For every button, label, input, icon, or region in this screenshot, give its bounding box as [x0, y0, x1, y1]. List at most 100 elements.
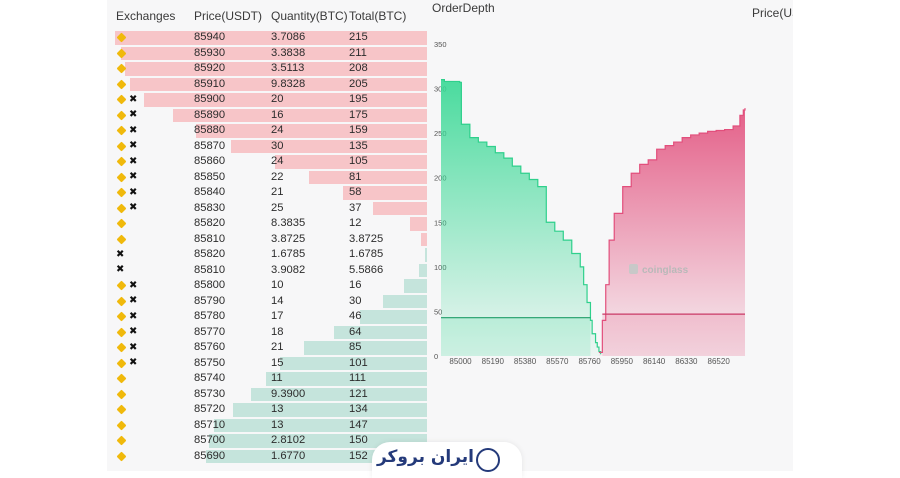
orderbook-row[interactable]: ✖ 85900 20 195	[107, 92, 429, 108]
orderbook-row[interactable]: 85700 2.8102 150	[107, 433, 429, 449]
orderbook-row[interactable]: ✖ 85870 30 135	[107, 139, 429, 155]
orderbook-row[interactable]: ✖ 85850 22 81	[107, 170, 429, 186]
orderbook-row[interactable]: ✖ 85830 25 37	[107, 201, 429, 217]
orderbook-row[interactable]: ✖ 85860 24 105	[107, 154, 429, 170]
orderbook-row[interactable]: ✖ 85880 24 159	[107, 123, 429, 139]
quantity-cell: 22	[271, 170, 284, 183]
exchange-icons	[116, 61, 127, 77]
y-tick-label: 50	[434, 307, 442, 316]
exchange-icons: ✖	[116, 170, 137, 186]
orderbook-row[interactable]: 85910 9.8328 205	[107, 77, 429, 93]
quantity-cell: 3.7086	[271, 31, 306, 43]
exchange-icons: ✖	[116, 340, 137, 356]
x-tick-label: 86330	[675, 357, 698, 366]
quantity-cell: 9.3900	[271, 387, 306, 400]
price-cell: 85870	[194, 139, 226, 152]
price-cell: 85730	[194, 387, 226, 400]
orderbook-row[interactable]: ✖ 85790 14 30	[107, 294, 429, 310]
binance-icon	[116, 203, 127, 214]
okx-icon: ✖	[129, 202, 138, 214]
exchange-icons: ✖	[116, 201, 137, 217]
orderbook-row[interactable]: ✖ 85750 15 101	[107, 356, 429, 372]
ask-depth-bar	[125, 62, 427, 76]
orderbook-row[interactable]: 85930 3.3838 211	[107, 46, 429, 62]
total-cell: 12	[349, 217, 362, 229]
y-tick-label: 300	[434, 85, 447, 94]
total-cell: 64	[349, 325, 362, 338]
okx-icon: ✖	[129, 279, 138, 291]
orderbook-row[interactable]: ✖ 85800 10 16	[107, 278, 429, 294]
total-cell: 105	[349, 155, 368, 167]
bid-depth-bar	[213, 418, 427, 432]
binance-icon	[116, 63, 127, 74]
okx-icon: ✖	[129, 140, 138, 152]
orderbook-row[interactable]: ✖ 85810 3.9082 5.5866	[107, 263, 429, 279]
orderbook-row[interactable]: 85810 3.8725 3.8725	[107, 232, 429, 248]
total-cell: 46	[349, 310, 362, 322]
header-quantity: Quantity(BTC)	[271, 9, 348, 23]
x-tick-label: 85570	[546, 357, 569, 366]
orderbook-row[interactable]: ✖ 85780 17 46	[107, 309, 429, 325]
total-cell: 135	[349, 139, 368, 152]
quantity-cell: 14	[271, 294, 284, 307]
price-cell: 85760	[194, 341, 226, 353]
header-total: Total(BTC)	[349, 9, 407, 23]
price-cell: 85920	[194, 62, 226, 74]
bid-depth-bar	[424, 248, 427, 262]
quantity-cell: 11	[271, 372, 283, 384]
price-cell: 85820	[194, 248, 226, 260]
total-cell: 215	[349, 31, 368, 43]
okx-icon: ✖	[129, 124, 138, 136]
total-cell: 152	[349, 449, 368, 462]
orderbook-row[interactable]: ✖ 85840 21 58	[107, 185, 429, 201]
exchange-icons	[116, 232, 127, 248]
quantity-cell: 8.3835	[271, 217, 306, 229]
exchange-icons	[116, 433, 127, 449]
orderbook-row[interactable]: 85690 1.6770 152	[107, 449, 429, 465]
quantity-cell: 16	[271, 108, 284, 121]
orderbook-row[interactable]: 85940 3.7086 215	[107, 30, 429, 46]
x-tick-label: 86520	[708, 357, 731, 366]
binance-icon	[116, 389, 127, 400]
binance-icon	[116, 327, 127, 338]
ask-depth-bar	[120, 46, 427, 60]
exchange-icons	[116, 402, 127, 418]
okx-icon: ✖	[129, 155, 138, 167]
binance-icon	[116, 420, 127, 431]
orderbook-row[interactable]: ✖ 85760 21 85	[107, 340, 429, 356]
quantity-cell: 13	[271, 418, 284, 431]
orderbook-row[interactable]: 85740 11 111	[107, 371, 429, 387]
orderbook-row[interactable]: 85730 9.3900 121	[107, 387, 429, 403]
orderbook-row[interactable]: 85820 8.3835 12	[107, 216, 429, 232]
orderbook-rows: 85940 3.7086 215 85930 3.3838 211 85920 3.5113 2…	[107, 30, 429, 464]
quantity-cell: 2.8102	[271, 434, 306, 446]
orderbook-row[interactable]: 85920 3.5113 208	[107, 61, 429, 77]
orderbook-row[interactable]: ✖ 85770 18 64	[107, 325, 429, 341]
binance-icon	[116, 373, 127, 384]
quantity-cell: 15	[271, 356, 284, 369]
quantity-cell: 3.3838	[271, 46, 306, 59]
orderbook-row[interactable]: 85710 13 147	[107, 418, 429, 434]
orderbook-row[interactable]: ✖ 85820 1.6785 1.6785	[107, 247, 429, 263]
quantity-cell: 10	[271, 279, 284, 291]
exchange-icons: ✖	[116, 139, 137, 155]
binance-icon	[116, 156, 127, 167]
quantity-cell: 17	[271, 310, 284, 322]
quantity-cell: 1.6770	[271, 449, 306, 462]
orderbook-row[interactable]: 85720 13 134	[107, 402, 429, 418]
ask-depth-bar	[373, 201, 427, 215]
ask-depth-bar	[173, 108, 427, 122]
total-cell: 5.5866	[349, 263, 384, 276]
binance-icon	[116, 187, 127, 198]
depth-chart-title: OrderDepth	[432, 1, 495, 15]
exchange-icons: ✖	[116, 247, 124, 263]
price-cell: 85840	[194, 186, 226, 198]
quantity-cell: 25	[271, 201, 284, 214]
binance-icon	[116, 404, 127, 415]
total-cell: 175	[349, 108, 368, 121]
depth-chart: OrderDepth Price(USD 0 50 100 150 200 250 300 350…	[430, 0, 793, 471]
bid-depth-bar	[383, 294, 427, 308]
orderbook-row[interactable]: ✖ 85890 16 175	[107, 108, 429, 124]
okx-icon: ✖	[129, 186, 138, 198]
binance-icon	[116, 296, 127, 307]
